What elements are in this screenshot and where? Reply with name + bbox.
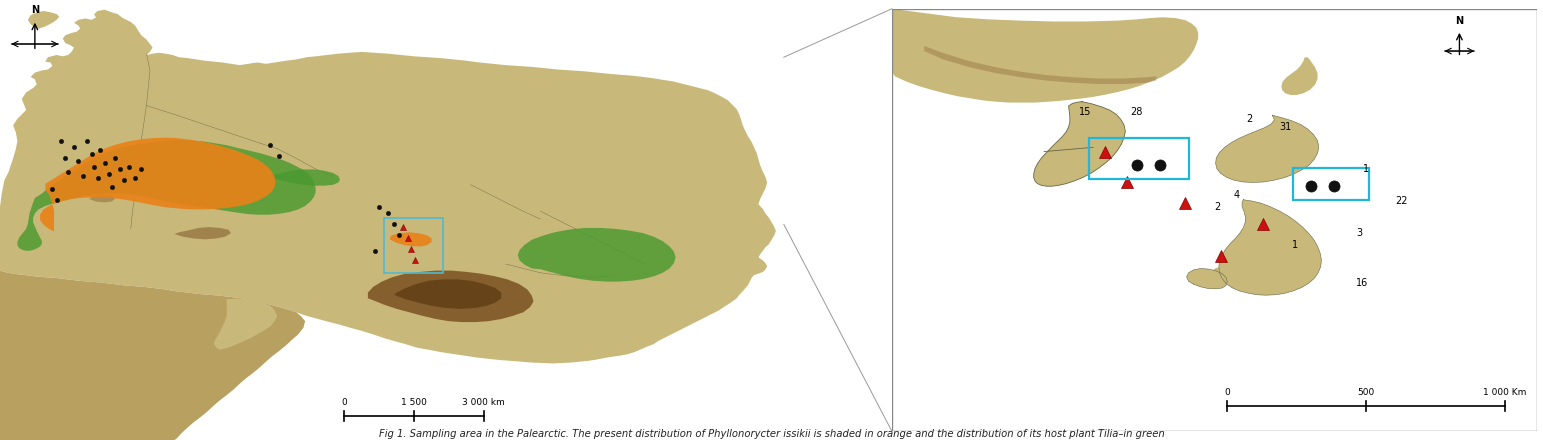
Polygon shape xyxy=(390,232,432,246)
Polygon shape xyxy=(1219,200,1321,295)
Polygon shape xyxy=(17,140,316,251)
Polygon shape xyxy=(213,298,278,350)
Text: N: N xyxy=(31,5,39,15)
Text: 15: 15 xyxy=(1079,107,1091,117)
Text: 28: 28 xyxy=(1131,107,1143,117)
Polygon shape xyxy=(1034,102,1125,186)
Text: 2: 2 xyxy=(1247,114,1253,124)
Text: 0: 0 xyxy=(1224,388,1230,397)
Text: 22: 22 xyxy=(1395,196,1407,206)
Bar xyxy=(384,218,443,273)
Text: 31: 31 xyxy=(1279,122,1291,132)
Polygon shape xyxy=(892,9,1199,103)
Polygon shape xyxy=(924,46,1156,84)
Polygon shape xyxy=(174,227,231,239)
Text: 1: 1 xyxy=(1291,240,1298,250)
Text: 1: 1 xyxy=(1362,164,1369,174)
Text: N: N xyxy=(1455,16,1463,26)
Text: 1 500: 1 500 xyxy=(401,398,427,407)
Bar xyxy=(1293,168,1369,200)
Polygon shape xyxy=(367,271,534,322)
Polygon shape xyxy=(393,279,501,309)
Text: 2: 2 xyxy=(1214,202,1221,213)
Polygon shape xyxy=(48,112,65,122)
Polygon shape xyxy=(1187,268,1227,289)
Text: 3: 3 xyxy=(1356,227,1362,238)
Polygon shape xyxy=(1211,266,1244,278)
Text: Fig 1. Sampling area in the Palearctic. The present distribution of Phyllonoryct: Fig 1. Sampling area in the Palearctic. … xyxy=(378,429,1165,439)
Polygon shape xyxy=(1216,115,1319,183)
Polygon shape xyxy=(518,228,676,282)
Text: 3 000 km: 3 000 km xyxy=(463,398,505,407)
Polygon shape xyxy=(89,194,116,202)
Polygon shape xyxy=(270,169,339,186)
Text: 500: 500 xyxy=(1358,388,1375,397)
Text: 1 000 Km: 1 000 Km xyxy=(1483,388,1526,397)
Polygon shape xyxy=(1281,57,1318,95)
Text: 16: 16 xyxy=(1356,279,1369,288)
Polygon shape xyxy=(40,138,276,231)
Polygon shape xyxy=(0,10,776,363)
Polygon shape xyxy=(28,11,59,29)
Text: 4: 4 xyxy=(1234,190,1241,200)
Bar xyxy=(1088,139,1188,179)
Polygon shape xyxy=(0,271,306,440)
Text: 0: 0 xyxy=(341,398,347,407)
